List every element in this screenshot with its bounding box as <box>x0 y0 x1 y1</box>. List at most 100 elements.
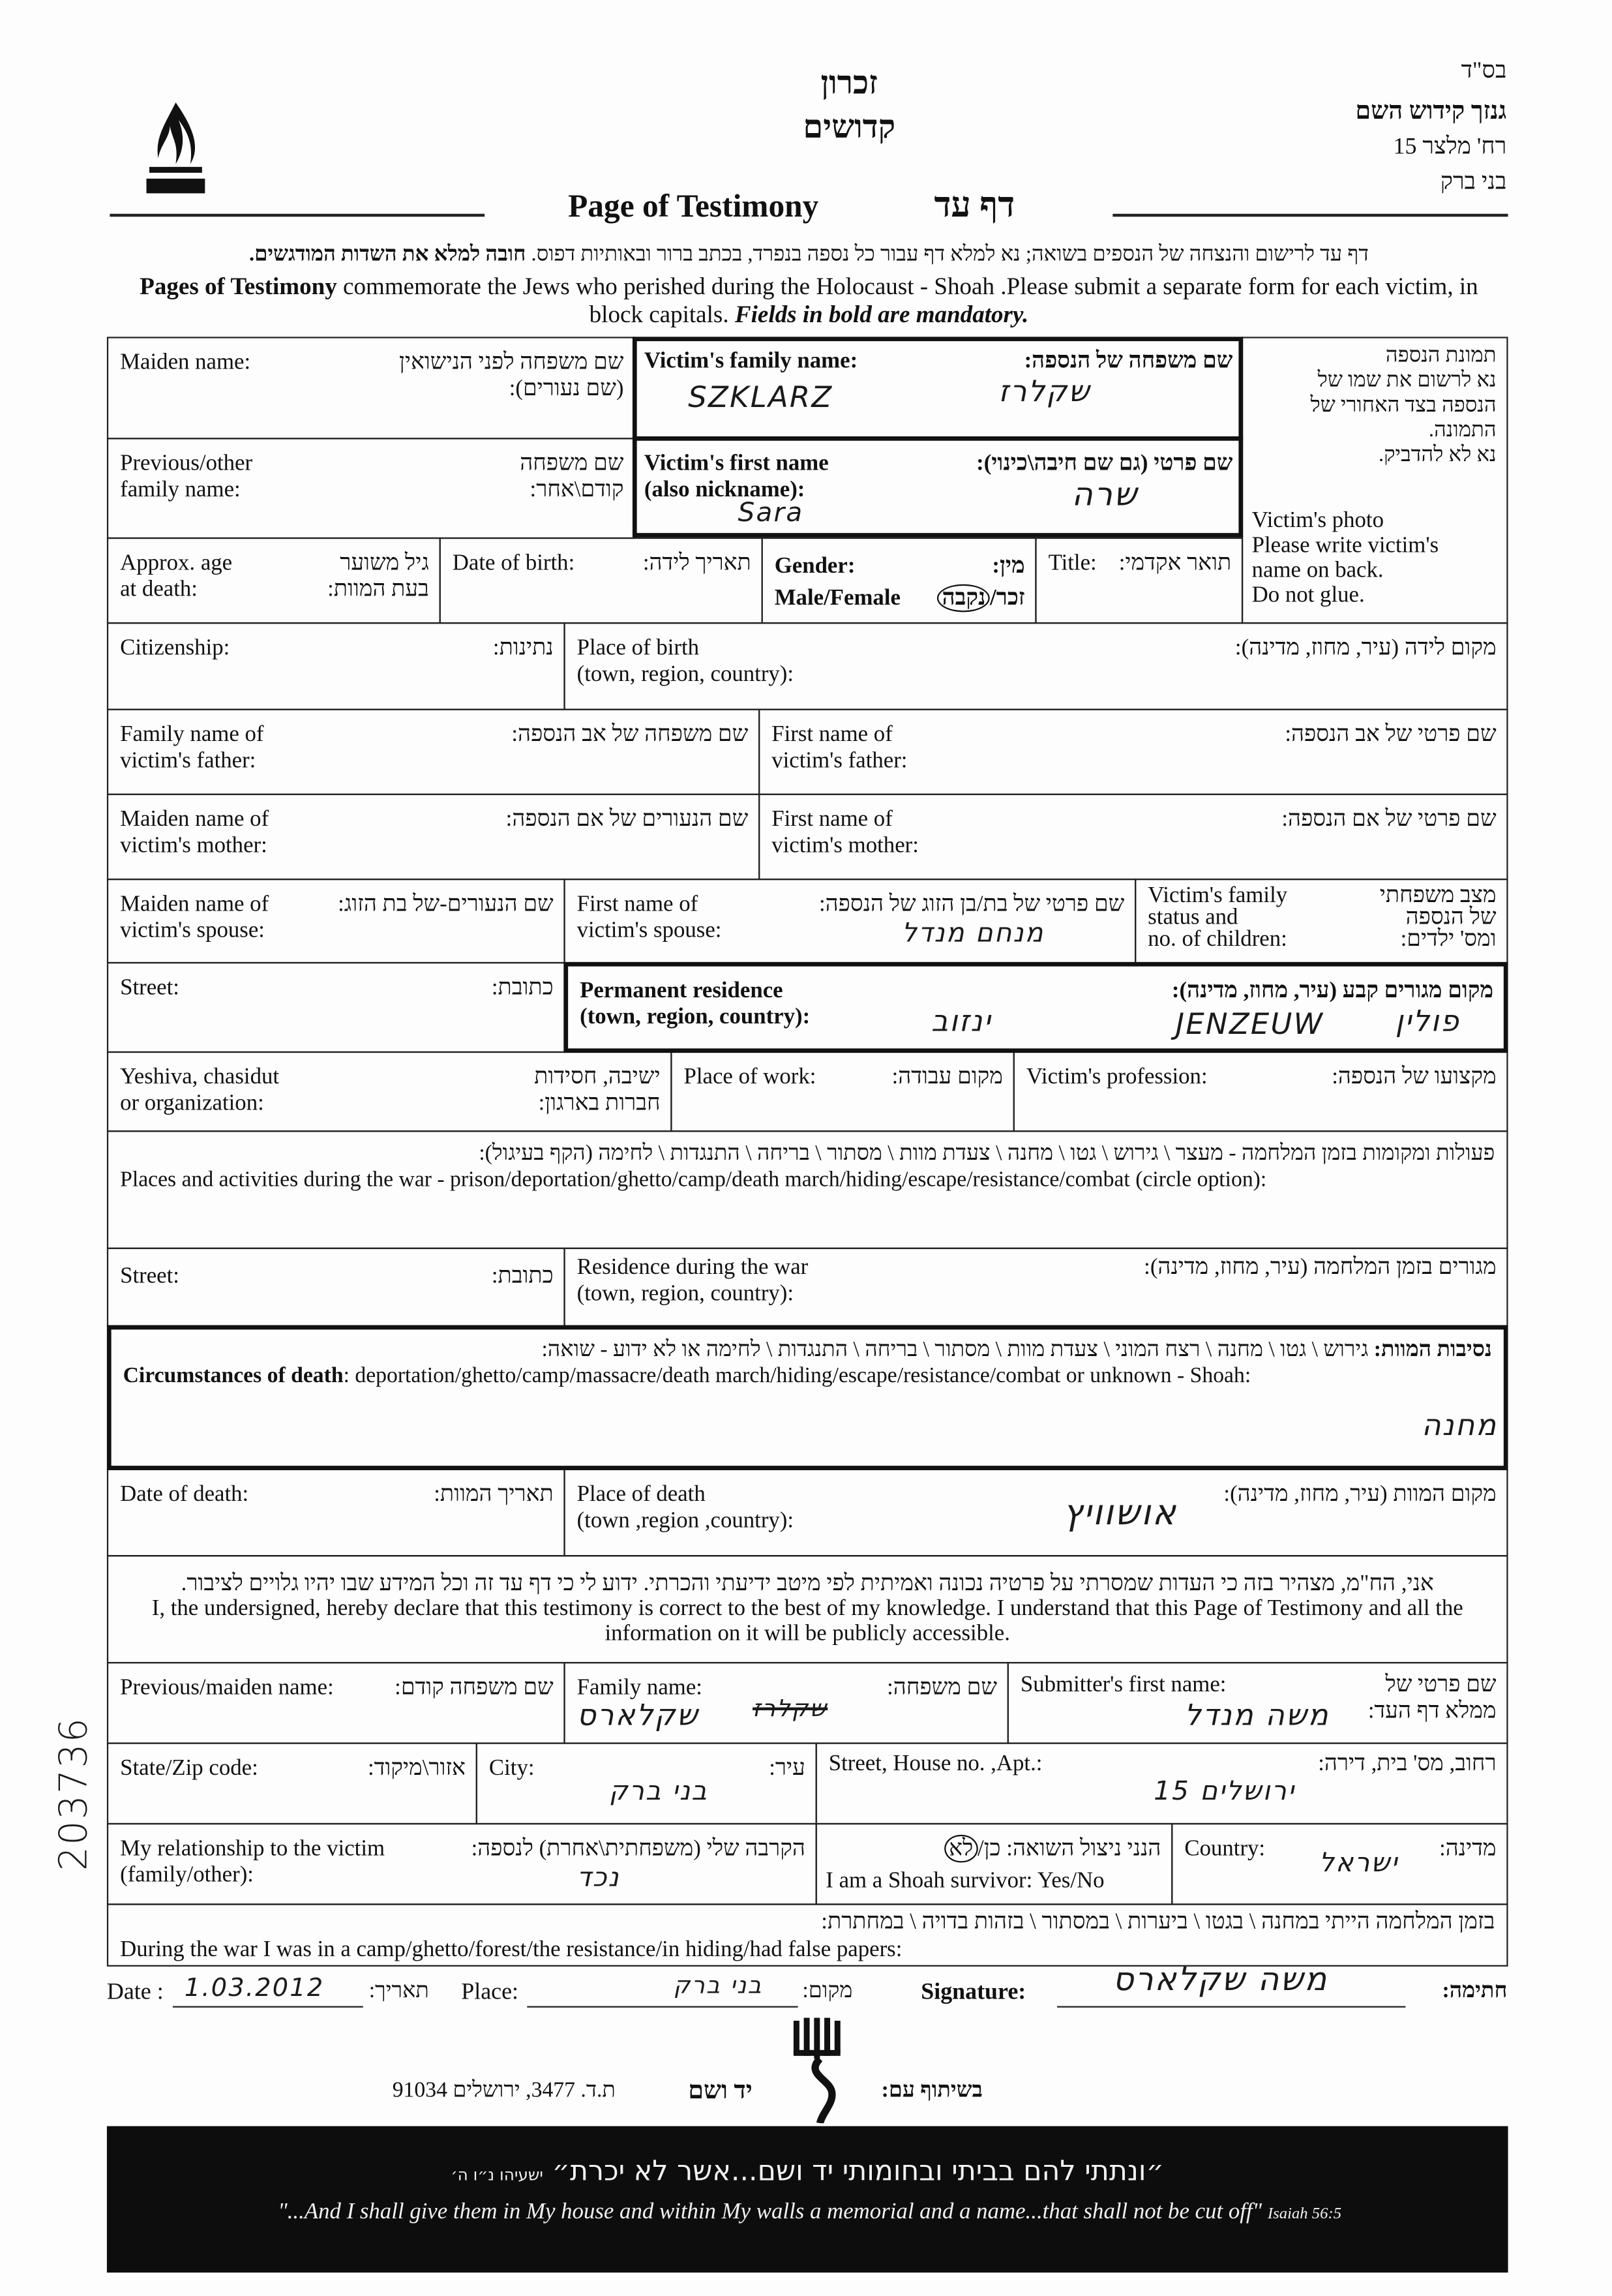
quote-he: ״ונתתי להם בביתי ובחומותי יד ושם...אשר ל… <box>107 2155 1508 2187</box>
field-war-street[interactable]: Street: כתובת: <box>106 1247 565 1327</box>
partner-label: בשיתוף עם: <box>881 2079 983 2103</box>
label-en: Street: <box>120 1263 179 1289</box>
place-value[interactable]: בני ברק <box>673 1971 763 1999</box>
field-previous-family-name[interactable]: Previous/other family name: שם משפחה קודם… <box>106 438 636 539</box>
field-victim-first-name[interactable]: Victim's first name (also nickname): שם פ… <box>633 439 1243 537</box>
label-en: During the war I was in a camp/ghetto/fo… <box>120 1937 903 1963</box>
intro-he-text: דף עד לרישום והנצחה של הנספים בשואה; נא … <box>526 243 1369 267</box>
label-he: גיל משוער בעת המוות: <box>327 551 429 602</box>
value-he: שרה <box>1071 477 1139 514</box>
field-mother-first-name[interactable]: First name of victim's mother: שם פרטי של… <box>758 793 1508 881</box>
value-latin: SZKLARZ <box>688 379 833 415</box>
label-he: הקרבה שלי (משפחתית\אחרת) לנספה: <box>471 1836 805 1862</box>
field-war-residence[interactable]: Residence during the war (town, region, … <box>563 1247 1508 1327</box>
title-he: דף עד <box>934 187 1015 226</box>
field-title[interactable]: Title: תואר אקדמי: <box>1035 537 1244 624</box>
quote-en-text: "...And I shall give them in My house an… <box>278 2199 1262 2225</box>
field-circumstances-of-death[interactable]: נסיבות המוות: גירוש \ גטו \ מחנה \ רצח ה… <box>106 1325 1508 1470</box>
field-shoah-survivor[interactable]: הנני ניצול השואה: כן/לא I am a Shoah surv… <box>815 1822 1173 1905</box>
field-age-at-death[interactable]: Approx. age at death: גיל משוער בעת המוות… <box>106 537 441 624</box>
field-family-status[interactable]: Victim's family status and no. of childr… <box>1135 878 1508 964</box>
field-city[interactable]: City: עיר: בני ברק <box>475 1742 817 1825</box>
yad-vashem-name: יד ושם <box>688 2076 753 2104</box>
field-date-of-death[interactable]: Date of death: תאריך המוות: <box>106 1468 565 1557</box>
field-spouse-first-name[interactable]: First name of victim's spouse: שם פרטי של… <box>563 878 1137 964</box>
field-victim-family-name[interactable]: Victim's family name: שם משפחה של הנספה: S… <box>633 337 1243 439</box>
field-street[interactable]: Street: כתובת: <box>106 961 565 1053</box>
label-en: Yeshiva, chasidut or organization: <box>120 1065 280 1116</box>
label-en: Title: <box>1048 551 1097 576</box>
field-submitter-war[interactable]: בזמן המלחמה הייתי במחנה \ בגטו \ ביערות … <box>106 1903 1508 1967</box>
yad-vashem-logo <box>793 2017 841 2124</box>
label-en: I am a Shoah survivor: Yes/No <box>826 1868 1105 1894</box>
label-en: Victim's family name: <box>644 348 858 374</box>
field-place-of-work[interactable]: Place of work: מקום עבודה: <box>670 1051 1015 1132</box>
field-permanent-residence[interactable]: Permanent residence (town, region, count… <box>563 961 1508 1053</box>
field-submitter-first-name[interactable]: Submitter's first name: שם פרטי של ממלא ד… <box>1007 1661 1508 1744</box>
label-he: הנני ניצול השואה: כן/לא <box>944 1834 1161 1863</box>
option-female-circled[interactable]: נקבה <box>937 584 991 612</box>
label-en: Submitter's first name: <box>1020 1672 1227 1697</box>
gender-label: Gender: <box>774 553 856 579</box>
field-father-family-name[interactable]: Family name of victim's father: שם משפחה … <box>106 708 760 795</box>
label-he: מקום מגורים קבע (עיר, מחוז, מדינה): <box>1171 978 1494 1003</box>
label-en-options: : deportation/ghetto/camp/massacre/death… <box>343 1365 1251 1389</box>
field-profession[interactable]: Victim's profession: מקצועו של הנספה: <box>1013 1051 1508 1132</box>
label-he: שם פרטי של אם הנספה: <box>1281 806 1497 832</box>
label-en: Date of birth: <box>452 551 575 576</box>
field-war-places[interactable]: פעולות ומקומות בזמן המלחמה - מעצר \ גירו… <box>106 1130 1508 1249</box>
field-country[interactable]: Country: מדינה: ישראל <box>1171 1822 1508 1905</box>
option-male[interactable]: זכר/ <box>990 585 1025 611</box>
value: משה מנדל <box>1184 1697 1330 1732</box>
label-en: Maiden name of victim's mother: <box>120 806 269 858</box>
field-gender[interactable]: Gender: Male/Female מין: זכר/נקבה <box>761 537 1037 624</box>
label-en: Previous/maiden name: <box>120 1675 334 1700</box>
label-he: עיר: <box>769 1755 805 1781</box>
label-he: מצב משפחתי של הנספה ומס' ילדים: <box>1379 883 1497 952</box>
label-he: מין: זכר/נקבה <box>937 551 1025 615</box>
field-place-of-death[interactable]: Place of death (town ,region ,country): מ… <box>563 1468 1508 1557</box>
label-he: מדינה: <box>1439 1836 1497 1862</box>
field-mother-maiden-name[interactable]: Maiden name of victim's mother: שם הנעורי… <box>106 793 760 881</box>
field-father-first-name[interactable]: First name of victim's father: שם פרטי של… <box>758 708 1508 795</box>
survivor-label-he: הנני ניצול השואה: כן/ <box>978 1836 1161 1862</box>
field-street-house[interactable]: Street, House no. ,Apt.: רחוב, מס' בית, ד… <box>815 1742 1508 1825</box>
label-en: Maiden name of victim's spouse: <box>120 892 269 943</box>
field-state-zip[interactable]: State/Zip code: אזור\מיקוד: <box>106 1742 477 1825</box>
field-submitter-family-name[interactable]: Family name: שם משפחה: שקלארס שקלרז <box>563 1661 1009 1744</box>
title-rule-left <box>110 213 485 217</box>
label-en-bold: Circumstances of death <box>123 1365 344 1389</box>
field-relationship[interactable]: My relationship to the victim (family/ot… <box>106 1822 817 1905</box>
label-he: שם הנעורים-של בת הזוג: <box>338 892 554 917</box>
field-maiden-name[interactable]: Maiden name: שם משפחה לפני הנישואין (שם נ… <box>106 337 636 440</box>
field-spouse-maiden-name[interactable]: Maiden name of victim's spouse: שם הנעורי… <box>106 878 565 964</box>
field-submitter-previous-name[interactable]: Previous/maiden name: שם משפחה קודם: <box>106 1661 565 1744</box>
field-yeshiva[interactable]: Yeshiva, chasidut or organization: ישיבה,… <box>106 1051 672 1132</box>
bsd-mark: בס"ד <box>1461 58 1507 83</box>
label-he-bold: נסיבות המוות: <box>1373 1338 1492 1362</box>
intro-en-bold: Pages of Testimony <box>140 272 337 301</box>
label-he: תאריך לידה: <box>642 551 751 576</box>
value: נכד <box>576 1862 620 1894</box>
field-place-of-birth[interactable]: Place of birth (town, region, country): מ… <box>563 622 1508 710</box>
label-en: Place of birth (town, region, country): <box>576 635 794 687</box>
value-town-he: ינזוב <box>931 1003 992 1038</box>
label-he: תאריך המוות: <box>434 1481 554 1507</box>
option-no-circled[interactable]: לא <box>944 1834 978 1863</box>
label-en: Approx. age at death: <box>120 551 233 602</box>
divider <box>632 436 1244 441</box>
date-label-he: תאריך: <box>368 1980 429 2004</box>
victim-photo-box[interactable]: תמונת הנספה נא לרשום את שמו של הנספה בצד… <box>1241 337 1508 624</box>
title-en: Page of Testimony <box>568 187 819 224</box>
label-he: כתובת: <box>491 1263 554 1289</box>
field-date-of-birth[interactable]: Date of birth: תאריך לידה: <box>439 537 763 624</box>
label-en: Date of death: <box>120 1481 249 1507</box>
label-he: ישיבה, חסידות חברות בארגון: <box>534 1065 661 1116</box>
field-citizenship[interactable]: Citizenship: נתינות: <box>106 622 565 710</box>
value: אושוויץ <box>1063 1492 1178 1533</box>
label-en: Gender: Male/Female <box>775 551 901 615</box>
label-he: שם משפחה לפני הנישואין (שם נעורים): <box>399 350 624 402</box>
quote-banner: ״ונתתי להם בביתי ובחומותי יד ושם...אשר ל… <box>106 2126 1508 2273</box>
signature-value[interactable]: משה שקלארס <box>1112 1962 1328 1999</box>
date-value[interactable]: 1.03.2012 <box>184 1974 325 2004</box>
